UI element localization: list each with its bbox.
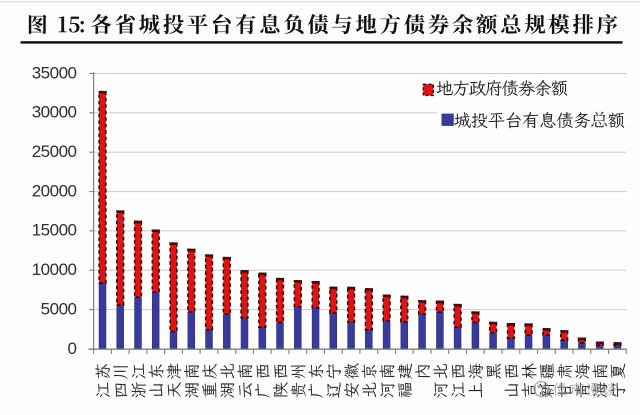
svg-text:20000: 20000 (32, 181, 77, 200)
svg-text:10000: 10000 (32, 260, 77, 279)
svg-text:15000: 15000 (32, 221, 77, 240)
svg-text:30000: 30000 (32, 103, 77, 122)
svg-text:25000: 25000 (32, 142, 77, 161)
svg-text:0: 0 (68, 339, 77, 358)
svg-text:35000: 35000 (32, 63, 77, 82)
svg-text:5000: 5000 (41, 299, 77, 318)
